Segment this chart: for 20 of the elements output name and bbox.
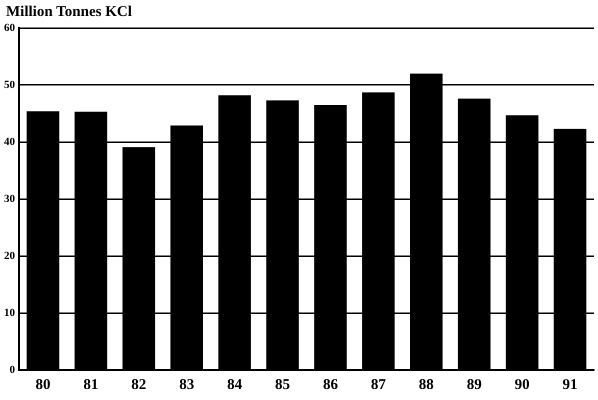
y-tick-label: 50 [4, 78, 16, 91]
x-tick-label: 87 [370, 376, 386, 393]
y-tick-label: 60 [4, 22, 16, 34]
y-tick-label: 20 [4, 250, 16, 262]
x-tick-label: 89 [466, 376, 482, 393]
y-tick-label: 10 [4, 306, 16, 319]
chart-title: Million Tonnes KCl [6, 4, 132, 21]
x-tick-label: 83 [179, 376, 194, 393]
x-tick-label: 80 [35, 376, 50, 393]
x-tick-label: 81 [83, 376, 98, 393]
x-tick-label: 82 [131, 376, 146, 393]
x-tick-label: 88 [418, 376, 434, 393]
x-tick-label: 84 [227, 376, 243, 393]
y-tick-label: 0 [10, 364, 16, 376]
y-tick-label: 40 [4, 136, 16, 148]
x-tick-label: 91 [562, 376, 578, 393]
x-tick-label: 85 [275, 376, 290, 393]
y-tick-label: 30 [4, 192, 16, 205]
x-tick-label: 90 [514, 376, 530, 393]
x-tick-label: 86 [322, 376, 338, 393]
